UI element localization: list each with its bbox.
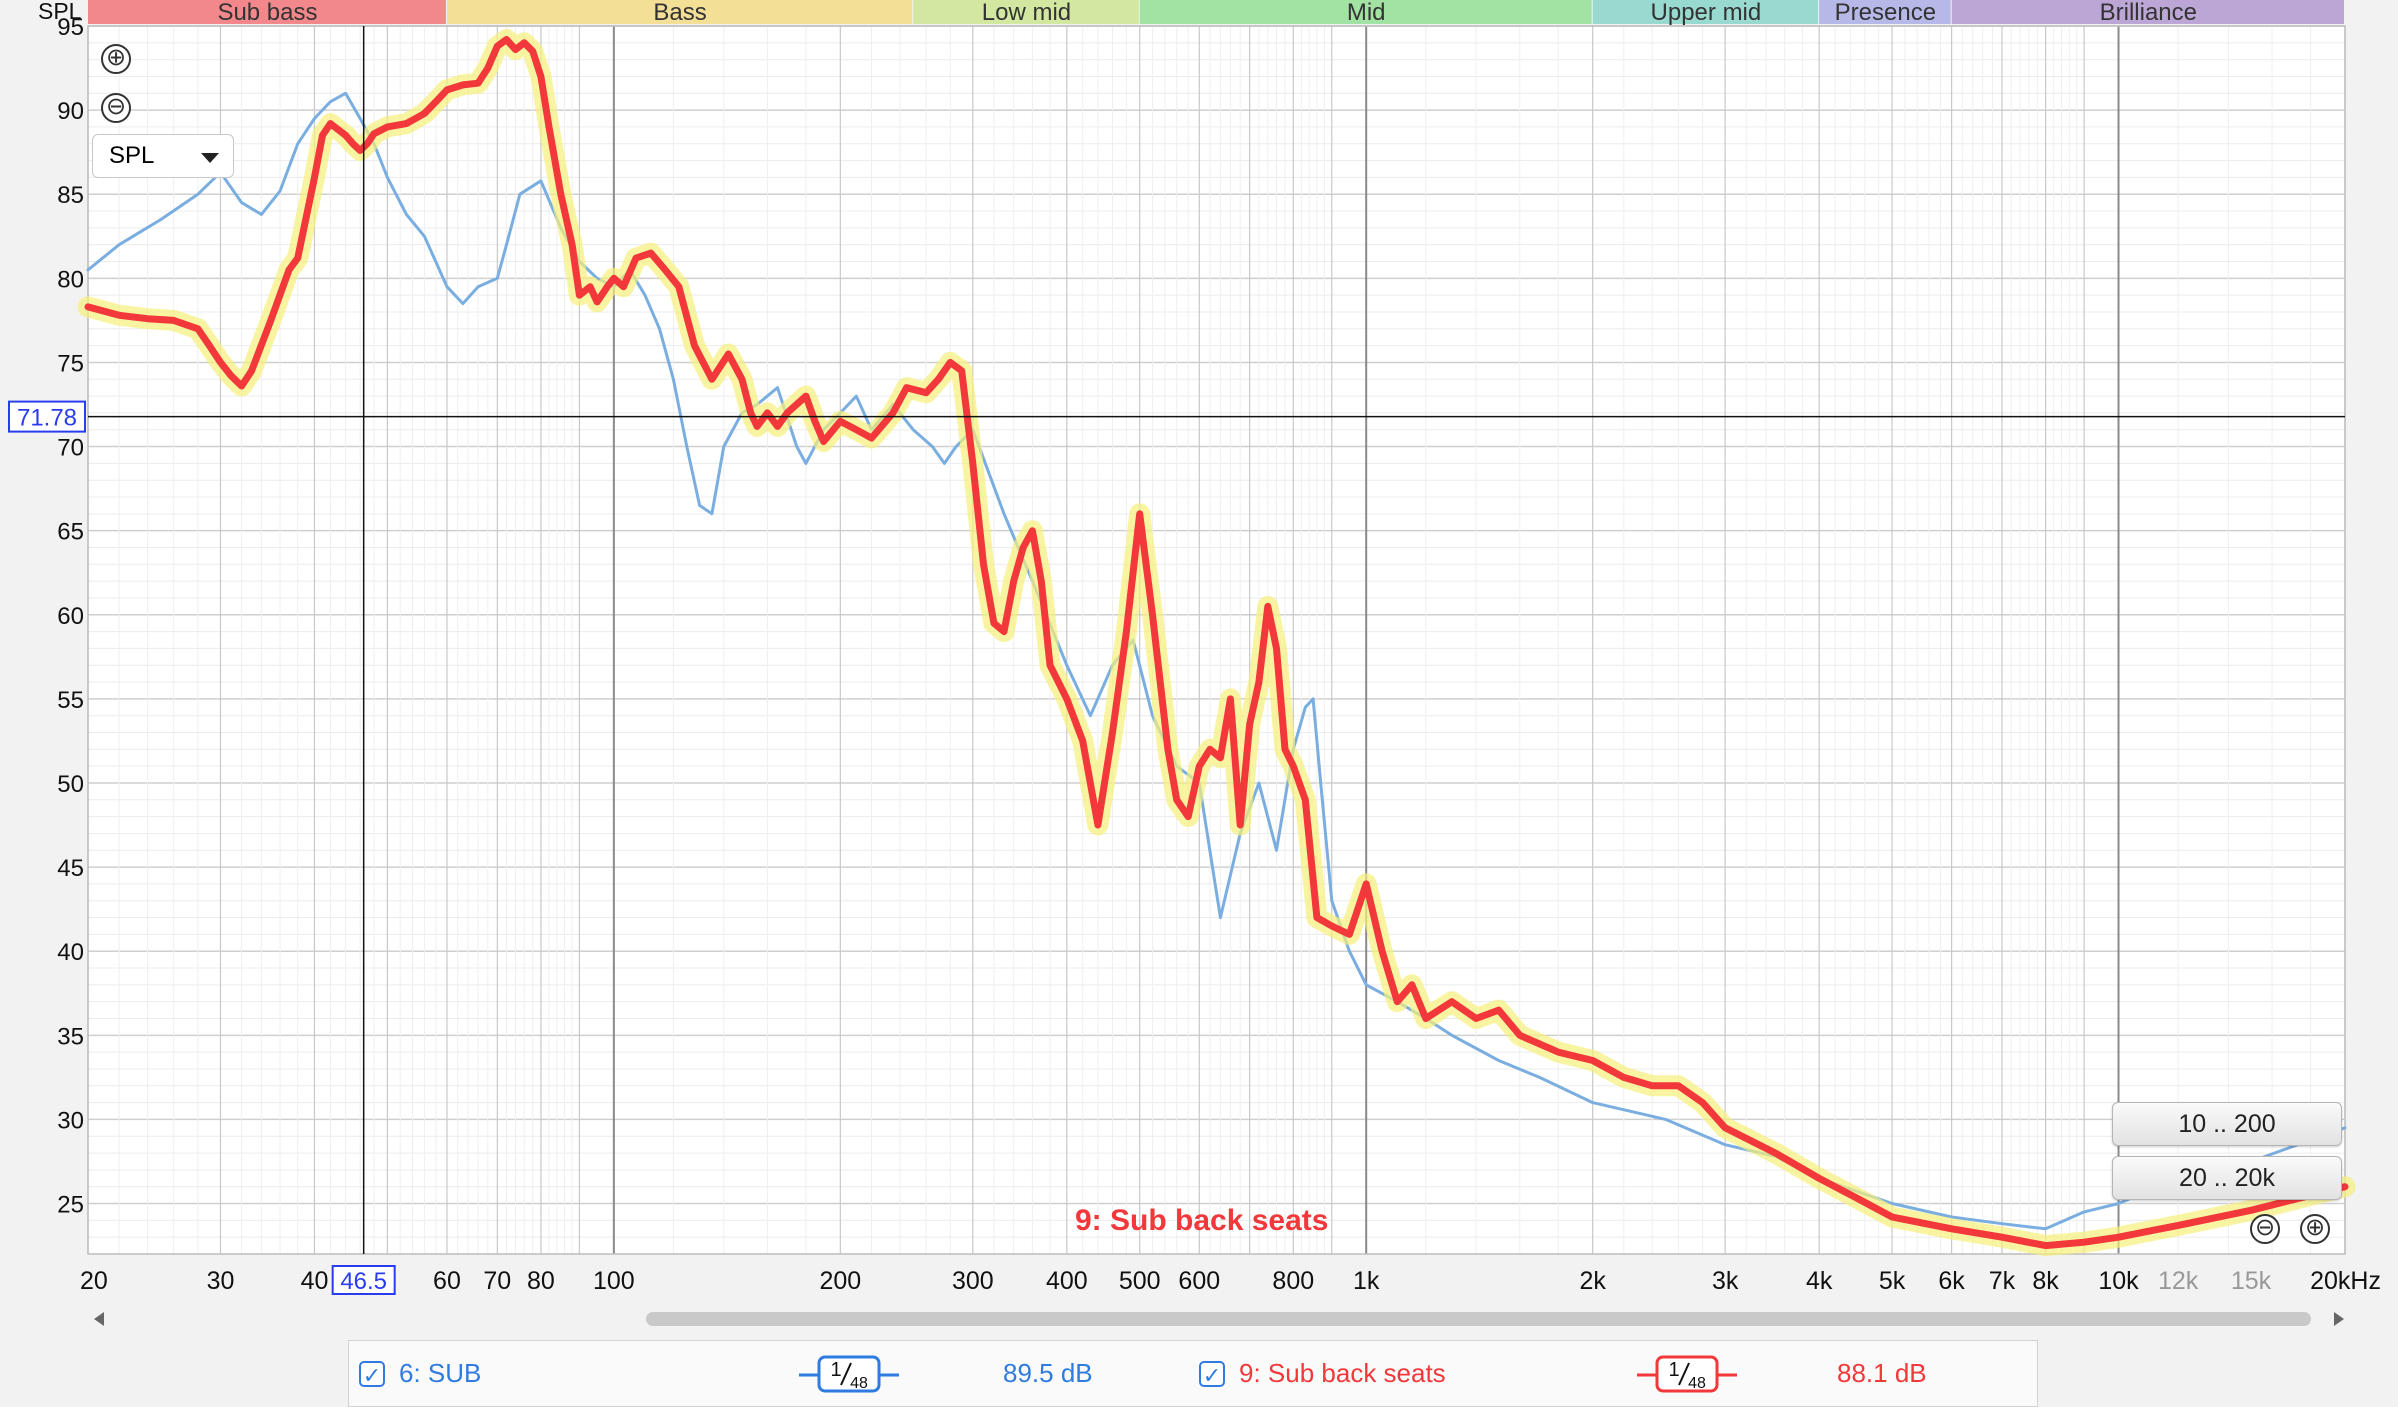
horizontal-scrollbar[interactable] [88, 1306, 2350, 1330]
y-tick-label: 85 [57, 182, 84, 209]
plot-frame [87, 25, 2346, 1255]
cursor-y-box [8, 400, 86, 433]
band-2[interactable] [913, 0, 1139, 24]
legend-bar: ✓ 6: SUB 1 48 89.5 dB ✓ 9: Sub back seat… [348, 1340, 2038, 1407]
checkbox-icon[interactable]: ✓ [359, 1360, 385, 1388]
band-label: Brilliance [2100, 0, 2197, 26]
x-tick-label: 10k [2098, 1267, 2139, 1295]
plot-area[interactable] [88, 26, 2345, 1254]
zoom-out-icon[interactable]: ⊖ [101, 93, 131, 123]
x-tick-label: 800 [1272, 1267, 1314, 1295]
y-tick-label: 40 [57, 939, 84, 966]
range-20-20k-button[interactable]: 20 .. 20k [2112, 1156, 2342, 1200]
curve-annotation: 9: Sub back seats [1075, 1204, 1328, 1237]
y-tick-label: 50 [57, 771, 84, 798]
band-label: Sub bass [217, 0, 317, 26]
x-tick-label: 12k [2158, 1267, 2199, 1295]
x-tick-label: 70 [483, 1267, 511, 1295]
x-tick-label: 400 [1046, 1267, 1088, 1295]
x-tick-label: 300 [952, 1267, 994, 1295]
smoothing-badge-sub[interactable]: 1 48 [799, 1355, 899, 1393]
y-tick-label: 95 [57, 14, 84, 41]
band-1[interactable] [446, 0, 913, 24]
smoothing-badge-sub-back-seats[interactable]: 1 48 [1637, 1355, 1737, 1393]
x-tick-label: 20 [80, 1267, 108, 1295]
band-label: Bass [653, 0, 706, 26]
range-10-200-button[interactable]: 10 .. 200 [2112, 1102, 2342, 1146]
scroll-left-icon[interactable] [94, 1312, 104, 1326]
band-0[interactable] [88, 0, 446, 24]
spl-dropdown[interactable]: SPL [92, 134, 234, 178]
smoothing-numerator: 1 [1668, 1359, 1679, 1381]
band-label: Upper mid [1651, 0, 1762, 26]
x-tick-label: 7k [1989, 1267, 2016, 1295]
x-tick-label: 30 [207, 1267, 235, 1295]
y-tick-label: 60 [57, 603, 84, 630]
y-tick-label: 25 [57, 1192, 84, 1219]
x-tick-label: 80 [527, 1267, 555, 1295]
spl-dropdown-value: SPL [109, 142, 155, 169]
y-tick-label: 65 [57, 519, 84, 546]
chevron-down-icon [201, 153, 219, 163]
series-line-1[interactable] [84, 36, 2349, 1250]
y-tick-label: 55 [57, 687, 84, 714]
y-tick-label: 70 [57, 435, 84, 462]
legend-item-sub[interactable]: ✓ 6: SUB [359, 1341, 481, 1406]
y-tick-label: 90 [57, 98, 84, 125]
y-tick-label: 75 [57, 350, 84, 377]
y-tick-label: 35 [57, 1023, 84, 1050]
cursor-x-label: 46.5 [340, 1268, 387, 1295]
band-label: Presence [1835, 0, 1936, 26]
x-tick-label: 4k [1806, 1267, 1833, 1295]
checkbox-icon[interactable]: ✓ [1199, 1360, 1225, 1388]
band-4[interactable] [1592, 0, 1819, 24]
x-tick-label: 8k [2032, 1267, 2059, 1295]
x-tick-label: 3k [1712, 1267, 1739, 1295]
x-tick-label: 60 [433, 1267, 461, 1295]
band-6[interactable] [1951, 0, 2344, 24]
cursor-y-label: 71.78 [17, 405, 77, 432]
y-tick-label: 80 [57, 266, 84, 293]
x-tick-label: 200 [819, 1267, 861, 1295]
band-label: Mid [1347, 0, 1386, 26]
x-tick-label: 5k [1879, 1267, 1906, 1295]
x-tick-label: 15k [2231, 1267, 2272, 1295]
x-tick-label: 2k [1579, 1267, 1606, 1295]
x-tick-label: 100 [593, 1267, 635, 1295]
scroll-right-icon[interactable] [2334, 1312, 2344, 1326]
legend-label: 9: Sub back seats [1239, 1358, 1446, 1388]
legend-value-sub: 89.5 dB [1003, 1358, 1093, 1388]
x-zoom-in-icon[interactable]: ⊕ [2300, 1214, 2330, 1244]
x-tick-label: 600 [1178, 1267, 1220, 1295]
zoom-in-icon[interactable]: ⊕ [101, 44, 131, 74]
x-zoom-out-icon[interactable]: ⊖ [2250, 1214, 2280, 1244]
y-tick-label: 45 [57, 855, 84, 882]
x-tick-label: 40 [301, 1267, 329, 1295]
y-tick-label: 30 [57, 1107, 84, 1134]
x-tick-label: 1k [1353, 1267, 1380, 1295]
band-3[interactable] [1139, 0, 1592, 24]
y-axis-label: SPL [38, 0, 82, 24]
band-label: Low mid [982, 0, 1071, 26]
cursor-x-box [331, 1265, 396, 1295]
legend-label: 6: SUB [399, 1358, 482, 1388]
x-tick-label: 20kHz [2310, 1267, 2381, 1295]
x-tick-label: 6k [1938, 1267, 1965, 1295]
smoothing-denominator: 48 [1688, 1375, 1706, 1392]
smoothing-numerator: 1 [830, 1359, 841, 1381]
legend-value-sub-back-seats: 88.1 dB [1837, 1358, 1927, 1388]
legend-item-sub-back-seats[interactable]: ✓ 9: Sub back seats [1199, 1341, 1446, 1406]
smoothing-denominator: 48 [850, 1375, 868, 1392]
band-5[interactable] [1819, 0, 1951, 24]
x-tick-label: 500 [1119, 1267, 1161, 1295]
scrollbar-thumb[interactable] [646, 1312, 2311, 1326]
